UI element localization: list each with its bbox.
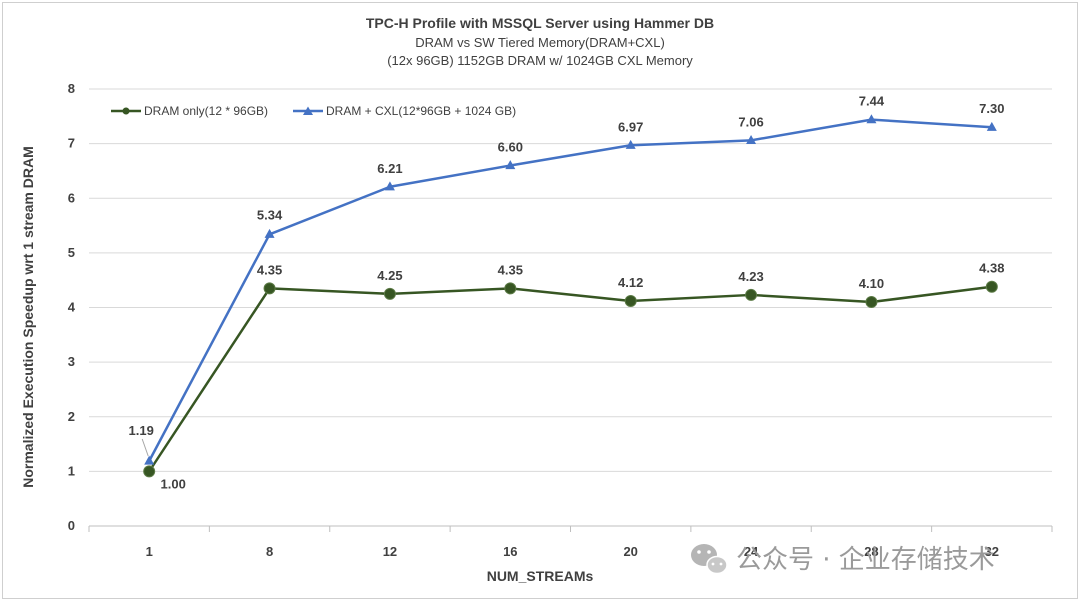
x-tick-label: 32 — [985, 544, 999, 559]
data-label-dram-cxl: 7.06 — [738, 114, 763, 129]
data-label-dram-cxl: 6.21 — [377, 161, 402, 176]
series-line-dram-only — [148, 285, 992, 473]
y-axis-label: Normalized Execution Speedup wrt 1 strea… — [20, 146, 36, 488]
y-tick-label: 6 — [68, 190, 75, 205]
y-tick-label: 2 — [68, 409, 75, 424]
x-axis-label: NUM_STREAMs — [487, 568, 594, 584]
data-point-dram-cxl — [866, 114, 877, 124]
y-tick-label: 0 — [68, 518, 75, 533]
data-label-dram-only: 1.00 — [161, 476, 186, 491]
chart-subtitle-line-1: DRAM vs SW Tiered Memory(DRAM+CXL) — [415, 35, 665, 50]
series-line-dram-cxl — [148, 118, 992, 462]
data-label-dram-only: 4.12 — [618, 275, 643, 290]
legend-marker-circle — [122, 107, 130, 115]
data-point-dram-only — [263, 282, 276, 295]
y-tick-label: 7 — [68, 136, 75, 151]
data-point-dram-only — [624, 294, 637, 307]
legend-label-dram-only: DRAM only(12 * 96GB) — [144, 104, 268, 118]
y-tick-label: 4 — [68, 300, 76, 315]
series-lines — [143, 114, 998, 478]
data-point-dram-only — [383, 287, 396, 300]
y-tick-label: 8 — [68, 81, 75, 96]
data-point-dram-only — [865, 296, 878, 309]
data-label-dram-only: 4.25 — [377, 268, 402, 283]
watermark-text: 公众号 · 企业存储技术 — [736, 545, 995, 575]
data-labels: 1.00 4.35 4.25 4.35 4.12 4.23 4.10 4.38 1.19 5.34… — [129, 94, 1005, 492]
data-label-dram-only: 4.38 — [979, 261, 1004, 276]
x-tick-label: 8 — [266, 544, 273, 559]
y-tick-label: 3 — [68, 354, 75, 369]
line-chart: TPC-H Profile with MSSQL Server using Ha… — [20, 15, 1053, 584]
x-tick-label: 16 — [503, 544, 517, 559]
y-tick-label: 1 — [68, 463, 75, 478]
data-label-dram-only: 4.35 — [257, 262, 282, 277]
legend: DRAM only(12 * 96GB) DRAM + CXL(12*96GB … — [111, 104, 516, 118]
data-label-dram-cxl: 5.34 — [257, 207, 283, 222]
x-tick-label: 12 — [383, 544, 397, 559]
data-label-dram-cxl: 6.97 — [618, 119, 643, 134]
data-point-dram-cxl — [625, 139, 636, 149]
legend-label-dram-cxl: DRAM + CXL(12*96GB + 1024 GB) — [326, 104, 516, 118]
chart-subtitle-line-2: (12x 96GB) 1152GB DRAM w/ 1024GB CXL Mem… — [387, 53, 693, 68]
data-label-dram-cxl: 6.60 — [498, 139, 523, 154]
label-leader-line — [141, 438, 149, 457]
data-point-dram-cxl — [986, 121, 997, 131]
gridlines — [89, 88, 1052, 472]
y-tick-label: 5 — [68, 245, 75, 260]
data-label-dram-only: 4.10 — [859, 276, 884, 291]
wechat-icon — [691, 544, 728, 575]
data-point-dram-only — [143, 465, 156, 478]
x-tick-label: 24 — [744, 544, 759, 559]
data-point-dram-cxl — [144, 455, 155, 465]
data-point-dram-cxl — [384, 181, 395, 191]
data-point-dram-only — [985, 280, 998, 293]
data-label-dram-cxl: 7.44 — [859, 94, 885, 109]
data-point-dram-only — [745, 288, 758, 301]
data-label-dram-cxl: 1.19 — [129, 423, 154, 438]
x-tick-label: 1 — [146, 544, 153, 559]
x-tick-label: 20 — [623, 544, 637, 559]
data-point-dram-cxl — [746, 134, 757, 144]
data-point-dram-cxl — [505, 160, 516, 170]
data-label-dram-only: 4.23 — [738, 269, 763, 284]
x-tick-label: 28 — [864, 544, 878, 559]
watermark: 公众号 · 企业存储技术 — [691, 544, 995, 575]
data-point-dram-cxl — [264, 228, 275, 238]
data-point-dram-only — [504, 282, 517, 295]
legend-marker-triangle — [303, 106, 313, 115]
data-label-dram-cxl: 7.30 — [979, 101, 1004, 116]
data-label-dram-only: 4.35 — [498, 262, 523, 277]
chart-title: TPC-H Profile with MSSQL Server using Ha… — [366, 15, 714, 31]
